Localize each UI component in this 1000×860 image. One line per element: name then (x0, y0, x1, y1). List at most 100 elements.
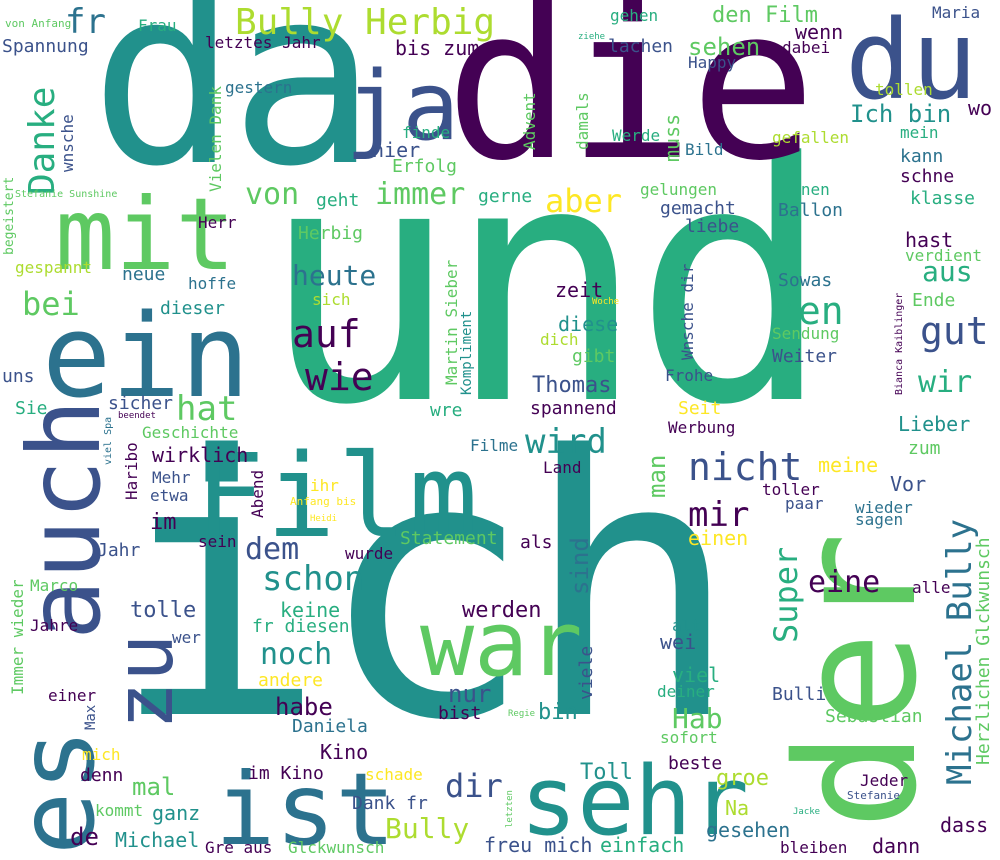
word-anfang-bis: Anfang bis (290, 495, 357, 508)
word-vielen-dank: Vielen Dank (206, 86, 225, 192)
word-de: de (70, 823, 99, 851)
word-gespannt: gespannt (15, 258, 93, 277)
word-auf: auf (292, 312, 361, 356)
word-advent: Advent (520, 92, 539, 150)
word-dem: dem (245, 532, 300, 567)
word-geht: geht (316, 190, 360, 211)
word-jahr: Jahr (97, 540, 141, 561)
word-viele: viele (576, 645, 597, 700)
word-frohe: Frohe (665, 366, 714, 385)
word-dir: dir (445, 767, 503, 805)
word-jeder: Jeder (860, 771, 909, 790)
word-kompliment: Kompliment (459, 310, 475, 395)
word-bleiben: bleiben (780, 838, 848, 857)
word-ende: Ende (912, 290, 956, 311)
word-herzlichen-glckwunsch: Herzlichen Glckwunsch (973, 537, 994, 765)
word-damals: damals (573, 92, 592, 150)
word-geschichte: Geschichte (142, 423, 239, 442)
word-wnsche-dir: Wnsche dir (678, 263, 697, 360)
word-mehr: Mehr (152, 468, 191, 487)
word-gibt: gibt (572, 346, 616, 367)
word-vor: Vor (890, 472, 927, 496)
word-ein: ein (42, 290, 250, 424)
word-herbig: Herbig (298, 223, 364, 244)
word-mein: mein (900, 123, 939, 142)
word-keine: keine (280, 598, 341, 622)
word-herr: Herr (198, 213, 237, 232)
word-immer-wieder: Immer wieder (8, 579, 27, 695)
word-gehen: gehen (610, 6, 659, 25)
word-verdient: verdient (905, 246, 983, 265)
word-werbung: Werbung (668, 418, 736, 437)
word-einen: einen (688, 526, 749, 550)
word-einer: einer (48, 686, 97, 705)
word-gestern: gestern (225, 78, 293, 97)
word-bully-herbig: Bully Herbig (235, 2, 496, 43)
word-nicht: nicht (688, 445, 803, 489)
word-groe: groe (716, 766, 769, 791)
word-war: war (420, 592, 583, 697)
word-die: die (445, 0, 816, 207)
word-etwa: etwa (150, 486, 189, 505)
word-wir: wir (918, 365, 973, 400)
word-spannung: Spannung (2, 36, 89, 57)
word-danke: Danke (22, 86, 63, 195)
word-uns: uns (2, 366, 35, 387)
word-dieser: dieser (160, 298, 226, 319)
word-zeit: zeit (555, 278, 604, 302)
word-bianca-kaiblinger: Bianca Kaiblinger (894, 292, 905, 395)
word-filme: Filme (470, 436, 519, 455)
word-ihr: ihr (310, 476, 339, 495)
word-finde: finde (402, 123, 451, 142)
word-sicher: sicher (108, 393, 174, 414)
word-bis-zum: bis zum (395, 36, 480, 60)
word-heute: heute (292, 259, 377, 292)
word-seit: Seit (678, 398, 722, 419)
word-sofort: sofort (660, 728, 718, 747)
word-ich: ich (110, 380, 740, 799)
word-spannend: spannend (530, 398, 617, 419)
word-mich: mich (82, 745, 121, 764)
word-aus: aus (922, 255, 973, 288)
word-max: Max (83, 704, 99, 730)
word-noch: noch (260, 637, 333, 672)
word-na: Na (725, 796, 750, 820)
word-stefanie-sunshine: Stefanie Sunshine (15, 189, 118, 200)
word-wird: wird (525, 422, 607, 462)
word-super: Super (767, 546, 805, 643)
word-wnsche: wnsche (58, 114, 77, 172)
word-viel: viel (672, 663, 721, 687)
word-wer: wer (172, 628, 201, 647)
word-jacke: Jacke (793, 807, 821, 817)
word-frau: Frau (138, 16, 177, 35)
word-wenn: wenn (795, 20, 844, 44)
word-gefallen: gefallen (772, 128, 850, 147)
word-schon: schon (262, 559, 365, 599)
word-hat: hat (176, 389, 238, 429)
word-statement: Statement (400, 528, 498, 549)
word-martin-sieber: Martin Sieber (442, 259, 461, 385)
word-lieber: Lieber (898, 412, 971, 436)
word-gut: gut (920, 309, 989, 353)
word-michael-bully: Michael Bully (940, 518, 980, 785)
word-film: Film (195, 430, 480, 564)
word-kommt: kommt (95, 801, 144, 820)
word-toller: toller (762, 480, 820, 499)
word-sehr: sehr (520, 747, 749, 857)
word-fr: fr (65, 2, 106, 42)
word-muss: muss (660, 113, 684, 162)
word-beendet: beendet (118, 411, 156, 421)
word-klasse: klasse (910, 188, 976, 209)
word-heidi: Heidi (310, 514, 338, 524)
word-marco: Marco (30, 576, 79, 595)
word-sehen: sehen (688, 33, 761, 61)
word-immer: immer (375, 177, 466, 212)
word-sowas: Sowas (778, 270, 833, 291)
word-happy: Happy (688, 53, 737, 72)
word-sein: sein (198, 532, 237, 551)
word-deiner: deiner (657, 682, 715, 701)
word-gre-aus: Gre aus (205, 838, 273, 857)
word-hast: hast (905, 228, 954, 252)
word-denn: denn (80, 765, 124, 786)
